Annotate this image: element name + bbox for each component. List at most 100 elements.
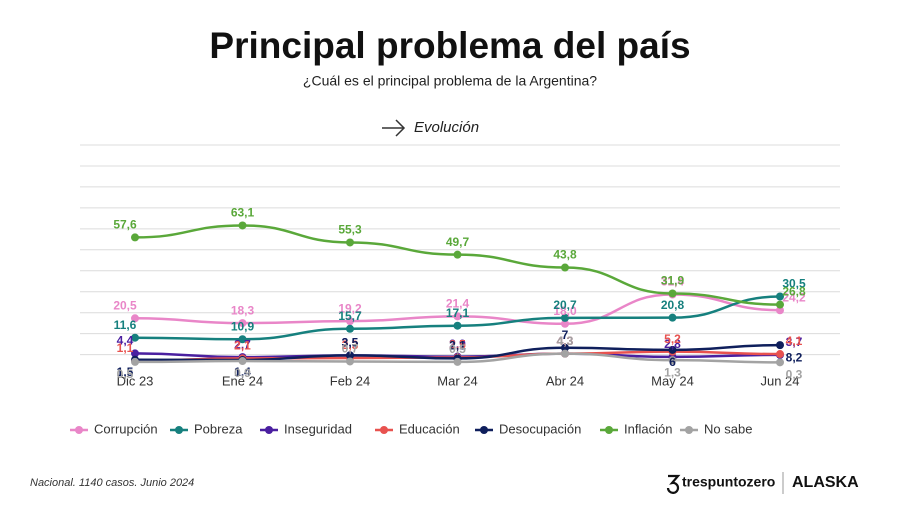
data-point (776, 350, 784, 359)
legend-label: Corrupción (94, 421, 158, 436)
brand-logo: trespuntozero (682, 474, 775, 490)
data-label: 17,1 (446, 306, 470, 320)
data-point (453, 357, 462, 366)
data-label: 10,9 (231, 319, 255, 333)
data-point (131, 333, 139, 342)
x-tick-label: May 24 (651, 373, 694, 388)
source-note: Nacional. 1140 casos. Junio 2024 (30, 477, 194, 489)
logo-mark (666, 474, 681, 494)
data-label: 4,3 (557, 334, 574, 348)
legend-swatch (480, 426, 488, 434)
data-label: 2,5 (449, 338, 466, 352)
data-point (668, 289, 677, 298)
data-point (238, 221, 247, 230)
x-tick-label: Abr 24 (546, 373, 584, 388)
data-label: 43,8 (553, 248, 577, 262)
data-label: 0,5 (449, 342, 466, 356)
x-tick-label: Mar 24 (437, 373, 477, 388)
data-label: 4,3 (557, 334, 574, 348)
x-tick-label: Dic 23 (117, 373, 154, 388)
data-label: 8,2 (786, 350, 803, 364)
data-point (131, 357, 139, 366)
legend-label: Desocupación (499, 421, 581, 436)
chart-title: Principal problema del país (209, 25, 690, 66)
data-label: 20,8 (661, 298, 685, 312)
legend-swatch (685, 426, 693, 434)
data-label: 0,9 (234, 366, 251, 380)
data-label: 2,1 (449, 339, 466, 353)
data-point (238, 357, 247, 366)
legend-label: Pobreza (194, 421, 243, 436)
data-label: 4,1 (786, 334, 803, 348)
data-label: 30,5 (782, 277, 806, 291)
brand-logo: ALASKA (792, 474, 859, 491)
data-label: 20,7 (553, 298, 577, 312)
data-label: 3,5 (342, 336, 359, 350)
data-point (561, 343, 569, 352)
data-point (776, 341, 784, 350)
data-label: 3,5 (342, 336, 359, 350)
data-label: 19,2 (338, 301, 362, 315)
data-label: 4,4 (117, 334, 134, 348)
data-point (776, 292, 784, 301)
data-label: 5,2 (664, 332, 681, 346)
x-tick-label: Ene 24 (222, 373, 263, 388)
data-point (668, 345, 677, 354)
data-point (131, 314, 139, 323)
data-label: 0,3 (786, 368, 803, 382)
data-point (453, 250, 462, 259)
data-label: 2,1 (234, 339, 251, 353)
data-label: 20,5 (113, 298, 137, 312)
data-point (561, 319, 569, 328)
data-label: 63,1 (231, 206, 255, 220)
data-label: 15,7 (338, 309, 362, 323)
data-point (668, 356, 677, 365)
legend-label: Inseguridad (284, 421, 352, 436)
data-label: 2,9 (449, 337, 466, 351)
chart-subtitle: ¿Cuál es el principal problema de la Arg… (303, 73, 597, 89)
data-label: 24,2 (782, 290, 806, 304)
data-label: 1,4 (234, 365, 251, 379)
data-point (346, 357, 354, 366)
data-point (453, 312, 462, 321)
data-point (131, 349, 139, 358)
data-label: 1,3 (664, 365, 681, 379)
data-label: 11,6 (114, 318, 137, 332)
data-label: 18,3 (231, 303, 255, 317)
legend-swatch (175, 426, 183, 434)
data-label: 21,4 (446, 297, 470, 311)
data-point (453, 321, 462, 330)
data-point (776, 306, 784, 315)
data-label: 1,5 (117, 365, 134, 379)
data-point (561, 349, 569, 358)
data-label: 31,4 (661, 275, 685, 289)
legend-label: No sabe (704, 421, 752, 436)
data-point (346, 324, 354, 333)
arrow-icon (382, 119, 406, 137)
data-point (346, 351, 354, 360)
data-label: 49,7 (446, 235, 470, 249)
data-point (776, 358, 784, 367)
data-point (238, 335, 247, 344)
data-label: 1,1 (117, 341, 134, 355)
data-label: 7 (562, 328, 569, 342)
annotation: Evolución (414, 119, 479, 136)
data-label: 6 (669, 355, 676, 369)
legend-swatch (75, 426, 83, 434)
data-point (238, 319, 247, 328)
legend-label: Inflación (624, 421, 672, 436)
data-label: 3,7 (786, 335, 803, 349)
data-label: 31,9 (661, 274, 685, 288)
data-label: 2,3 (342, 338, 359, 352)
data-label: 2,8 (664, 337, 681, 351)
data-point (561, 313, 569, 322)
data-label: 57,6 (113, 218, 137, 232)
legend-swatch (265, 426, 273, 434)
data-point (346, 317, 354, 326)
data-point (346, 238, 354, 247)
legend-label: Educación (399, 421, 460, 436)
legend-swatch (605, 426, 613, 434)
data-label: 0,5 (117, 367, 134, 381)
data-point (561, 263, 569, 272)
